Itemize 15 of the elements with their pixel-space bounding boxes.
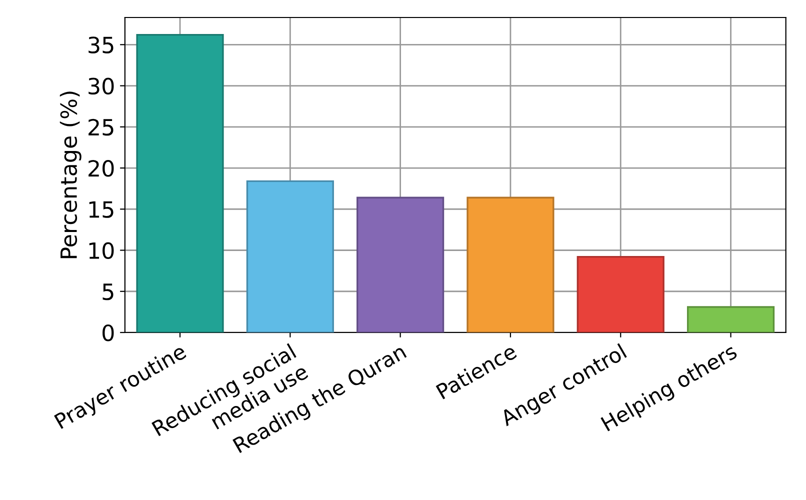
bar [356, 196, 444, 332]
y-tick-label: 10 [89, 242, 114, 260]
bar [576, 256, 664, 332]
y-axis-title: Percentage (%) [60, 92, 82, 258]
y-tick-label: 35 [88, 36, 114, 54]
y-tick-label: 25 [88, 118, 114, 136]
bar [136, 34, 224, 332]
bar [246, 180, 334, 332]
y-tick-label: 15 [89, 201, 114, 218]
bar [466, 196, 554, 332]
y-tick-label: 20 [88, 160, 114, 177]
y-tick-label: 5 [102, 284, 114, 300]
bar [686, 306, 775, 332]
y-tick-label: 0 [102, 324, 114, 342]
y-tick-label: 30 [88, 78, 114, 95]
